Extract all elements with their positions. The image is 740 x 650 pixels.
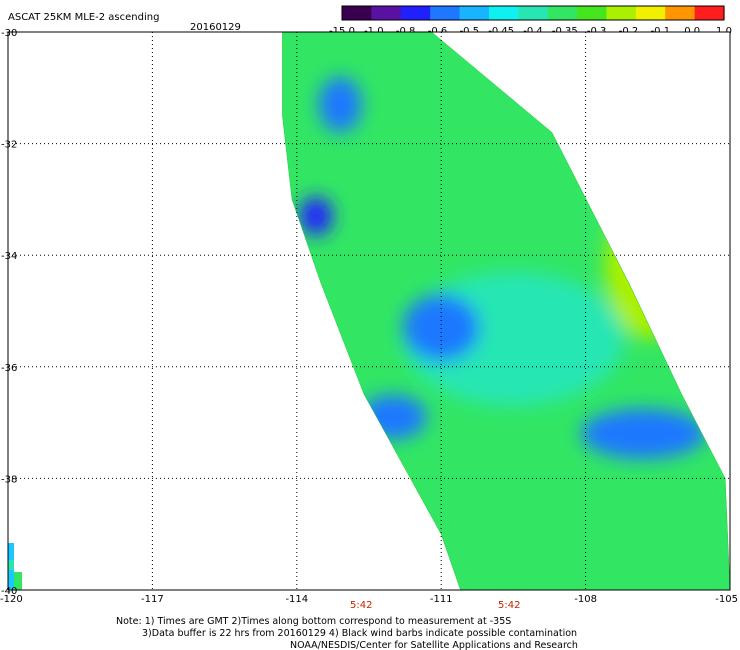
colorbar-segment (518, 6, 549, 20)
colorbar-segment (459, 6, 490, 20)
plot-area (7, 31, 731, 591)
x-tick-label: -120 (0, 594, 23, 605)
y-tick-label: -36 (1, 363, 17, 374)
x-tick-label: -114 (285, 594, 308, 605)
wind-feature (580, 408, 706, 459)
note-line-2: 3)Data buffer is 22 hrs from 20160129 4)… (142, 628, 577, 639)
note-line-1: Note: 1) Times are GMT 2)Times along bot… (116, 616, 511, 627)
x-tick-labels: -120 -117 -114 -111 -108 -105 (0, 594, 738, 605)
grid-lines (8, 32, 730, 590)
corner-cell-green (14, 572, 22, 590)
time-label-2: 5:42 (498, 600, 520, 611)
y-tick-label: -32 (1, 140, 17, 151)
colorbar-segment (635, 6, 666, 20)
plot-frame (7, 31, 731, 591)
wind-feature (402, 294, 480, 362)
colorbar-segment (665, 6, 696, 20)
colorbar-segment (430, 6, 461, 20)
y-tick-labels: -30 -32 -34 -36 -38 -40 (1, 28, 17, 597)
note-line-3: NOAA/NESDIS/Center for Satellite Applica… (290, 640, 578, 650)
corner-patch (8, 543, 22, 590)
x-tick-label: -105 (715, 594, 738, 605)
time-label-1: 5:42 (350, 600, 372, 611)
chart-title: ASCAT 25KM MLE-2 ascending (8, 12, 159, 23)
corner-cell-teal (8, 560, 14, 570)
colorbar-segment (577, 6, 608, 20)
colorbar-segment (488, 6, 519, 20)
x-tick-label: -108 (574, 594, 597, 605)
colorbar-segment (371, 6, 402, 20)
wind-feature (299, 196, 333, 236)
colorbar-segment (606, 6, 637, 20)
colorbar-frame (341, 5, 725, 21)
colorbar-segment (400, 6, 431, 20)
wind-feature (318, 76, 362, 133)
colorbar-segment (342, 6, 372, 20)
colorbar-segment (694, 6, 725, 20)
y-tick-label: -40 (1, 586, 17, 597)
colorbar (341, 5, 725, 21)
y-tick-label: -34 (1, 251, 17, 262)
y-tick-label: -30 (1, 28, 17, 39)
colorbar-segment (547, 6, 578, 20)
x-tick-label: -111 (430, 594, 453, 605)
y-tick-label: -38 (1, 474, 17, 485)
chart-date: 20160129 (190, 22, 241, 33)
x-tick-label: -117 (141, 594, 164, 605)
